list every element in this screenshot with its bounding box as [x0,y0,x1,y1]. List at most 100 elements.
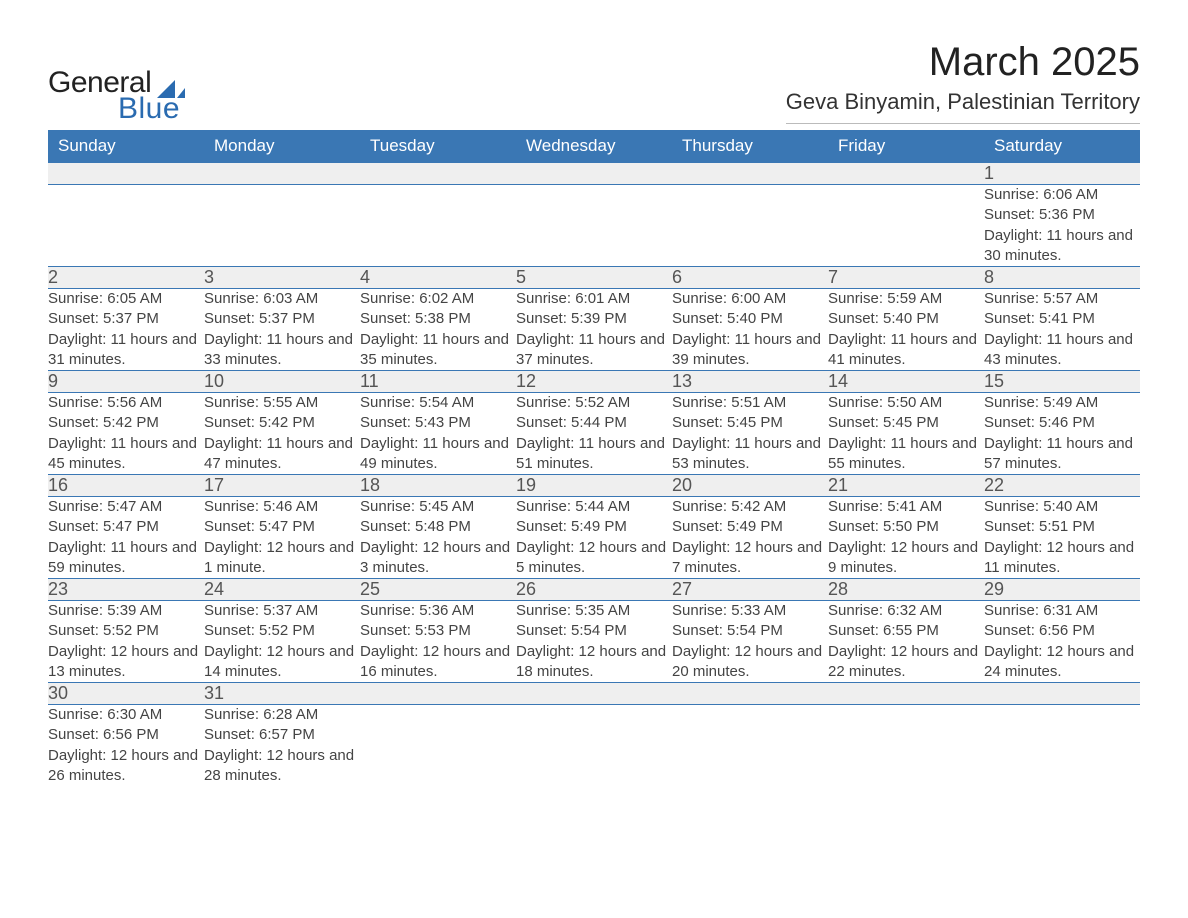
day-number-cell: 5 [516,267,672,289]
day-number-cell [516,683,672,705]
day-content-cell: Sunrise: 5:59 AMSunset: 5:40 PMDaylight:… [828,289,984,371]
day-number-cell: 25 [360,579,516,601]
day-content-line: Sunrise: 5:57 AM [984,289,1140,309]
day-content-line: Sunset: 5:37 PM [204,309,360,329]
day-content-line: Sunrise: 6:06 AM [984,185,1140,205]
day-content-cell [828,705,984,787]
day-content-line: Daylight: 11 hours and 49 minutes. [360,434,516,475]
calendar-table: SundayMondayTuesdayWednesdayThursdayFrid… [48,130,1140,786]
day-content-line: Sunrise: 6:31 AM [984,601,1140,621]
day-content-cell: Sunrise: 5:47 AMSunset: 5:47 PMDaylight:… [48,497,204,579]
day-content-line: Sunrise: 6:32 AM [828,601,984,621]
day-content-line: Sunset: 5:45 PM [828,413,984,433]
page-header: General Blue March 2025 Geva Binyamin, P… [48,40,1140,124]
day-content-line: Daylight: 12 hours and 1 minute. [204,538,360,579]
day-content-line: Daylight: 11 hours and 57 minutes. [984,434,1140,475]
day-content-line: Sunrise: 5:39 AM [48,601,204,621]
day-number-cell: 10 [204,371,360,393]
day-content-line: Sunset: 5:44 PM [516,413,672,433]
day-content-line: Daylight: 11 hours and 30 minutes. [984,226,1140,267]
day-content-cell: Sunrise: 5:50 AMSunset: 5:45 PMDaylight:… [828,393,984,475]
day-number-cell [48,163,204,185]
day-content-line: Sunrise: 6:28 AM [204,705,360,725]
day-number-cell: 29 [984,579,1140,601]
month-title: March 2025 [786,40,1140,85]
day-content-cell: Sunrise: 6:31 AMSunset: 6:56 PMDaylight:… [984,601,1140,683]
day-content-line: Sunset: 6:57 PM [204,725,360,745]
day-content-line: Daylight: 11 hours and 59 minutes. [48,538,204,579]
day-content-line: Daylight: 11 hours and 39 minutes. [672,330,828,371]
title-block: March 2025 Geva Binyamin, Palestinian Te… [786,40,1140,124]
day-content-line: Daylight: 11 hours and 35 minutes. [360,330,516,371]
day-content-line: Sunset: 6:55 PM [828,621,984,641]
day-content-line: Daylight: 12 hours and 18 minutes. [516,642,672,683]
day-content-cell: Sunrise: 5:55 AMSunset: 5:42 PMDaylight:… [204,393,360,475]
day-content-line: Sunrise: 6:00 AM [672,289,828,309]
weekday-header: Sunday [48,130,204,163]
day-content-line: Sunset: 6:56 PM [984,621,1140,641]
day-number-cell: 17 [204,475,360,497]
day-content-line: Sunrise: 6:03 AM [204,289,360,309]
day-number-cell [360,683,516,705]
weekday-header: Wednesday [516,130,672,163]
weekday-header: Thursday [672,130,828,163]
day-content-line: Daylight: 11 hours and 47 minutes. [204,434,360,475]
day-content-line: Sunrise: 5:42 AM [672,497,828,517]
day-number-cell: 13 [672,371,828,393]
day-number-cell: 3 [204,267,360,289]
day-content-cell [48,185,204,267]
day-content-line: Daylight: 12 hours and 13 minutes. [48,642,204,683]
day-content-line: Daylight: 11 hours and 45 minutes. [48,434,204,475]
day-content-line: Sunset: 6:56 PM [48,725,204,745]
day-content-line: Sunrise: 6:01 AM [516,289,672,309]
day-content-cell: Sunrise: 5:36 AMSunset: 5:53 PMDaylight:… [360,601,516,683]
day-content-line: Daylight: 11 hours and 41 minutes. [828,330,984,371]
day-number-cell: 22 [984,475,1140,497]
day-content-cell [360,185,516,267]
day-number-cell: 23 [48,579,204,601]
day-content-line: Sunrise: 5:55 AM [204,393,360,413]
day-content-cell: Sunrise: 6:01 AMSunset: 5:39 PMDaylight:… [516,289,672,371]
day-number-cell: 18 [360,475,516,497]
day-content-cell: Sunrise: 5:51 AMSunset: 5:45 PMDaylight:… [672,393,828,475]
day-content-line: Daylight: 12 hours and 20 minutes. [672,642,828,683]
day-number-cell: 26 [516,579,672,601]
day-content-cell [516,185,672,267]
day-content-line: Sunset: 5:45 PM [672,413,828,433]
day-number-cell [516,163,672,185]
day-content-line: Daylight: 12 hours and 16 minutes. [360,642,516,683]
day-content-line: Daylight: 11 hours and 55 minutes. [828,434,984,475]
day-number-cell: 24 [204,579,360,601]
day-content-line: Daylight: 11 hours and 33 minutes. [204,330,360,371]
calendar-weekday-header: SundayMondayTuesdayWednesdayThursdayFrid… [48,130,1140,163]
day-content-cell: Sunrise: 5:45 AMSunset: 5:48 PMDaylight:… [360,497,516,579]
day-content-line: Sunset: 5:51 PM [984,517,1140,537]
day-number-cell: 16 [48,475,204,497]
day-content-line: Sunset: 5:48 PM [360,517,516,537]
day-content-line: Sunset: 5:40 PM [672,309,828,329]
weekday-header: Friday [828,130,984,163]
day-content-line: Sunset: 5:53 PM [360,621,516,641]
weekday-header: Monday [204,130,360,163]
day-content-line: Daylight: 12 hours and 9 minutes. [828,538,984,579]
day-content-line: Sunrise: 5:50 AM [828,393,984,413]
day-content-line: Sunrise: 5:36 AM [360,601,516,621]
day-content-cell [984,705,1140,787]
day-content-cell: Sunrise: 5:41 AMSunset: 5:50 PMDaylight:… [828,497,984,579]
day-content-cell: Sunrise: 6:00 AMSunset: 5:40 PMDaylight:… [672,289,828,371]
day-number-cell: 4 [360,267,516,289]
day-content-line: Sunset: 5:43 PM [360,413,516,433]
day-number-cell: 1 [984,163,1140,185]
day-content-line: Sunset: 5:46 PM [984,413,1140,433]
brand-word2: Blue [118,94,185,124]
day-content-line: Sunrise: 6:30 AM [48,705,204,725]
day-content-cell: Sunrise: 5:37 AMSunset: 5:52 PMDaylight:… [204,601,360,683]
day-number-cell: 27 [672,579,828,601]
day-content-line: Daylight: 12 hours and 11 minutes. [984,538,1140,579]
weekday-header: Saturday [984,130,1140,163]
day-content-cell: Sunrise: 5:33 AMSunset: 5:54 PMDaylight:… [672,601,828,683]
day-content-line: Sunrise: 5:49 AM [984,393,1140,413]
day-content-line: Daylight: 11 hours and 37 minutes. [516,330,672,371]
day-content-cell [672,185,828,267]
day-content-line: Sunset: 5:47 PM [204,517,360,537]
